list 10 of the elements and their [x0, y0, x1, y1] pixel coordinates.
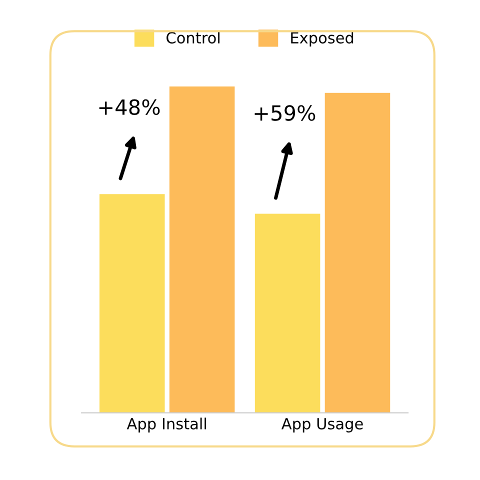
- annotation: +59%: [254, 105, 316, 121]
- bar: [324, 92, 390, 413]
- bar: [169, 86, 235, 413]
- legend-label: Control: [166, 32, 220, 44]
- bar: [99, 194, 165, 413]
- x-tick-label: App Usage: [281, 418, 363, 432]
- legend-label: Exposed: [291, 32, 354, 47]
- x-tick-label: App Install: [126, 418, 206, 432]
- annotation: +48%: [99, 99, 160, 116]
- bar: [254, 214, 320, 413]
